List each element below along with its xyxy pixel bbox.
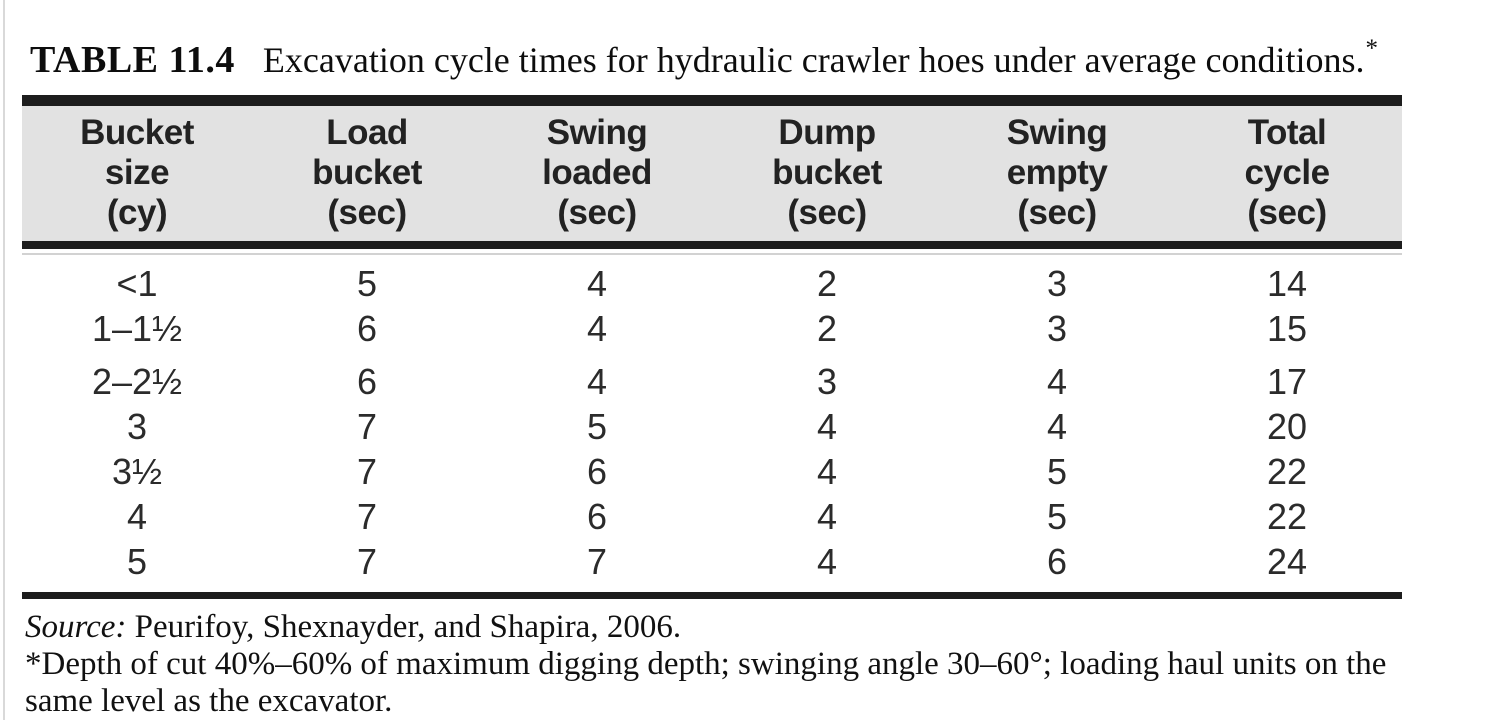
table-top-rule bbox=[22, 95, 1402, 106]
table-bottom-rule bbox=[22, 592, 1402, 599]
page-edge-artifact bbox=[3, 0, 5, 720]
data-table: Bucket size (cy) Load bucket (sec) Swing… bbox=[22, 95, 1402, 599]
header-cell-bucket-size: Bucket size (cy) bbox=[22, 113, 252, 233]
header-line: (sec) bbox=[1017, 193, 1097, 232]
table-cell: 6 bbox=[356, 361, 378, 402]
table-cell: 22 bbox=[1266, 451, 1308, 492]
table-cell: 4 bbox=[1046, 361, 1068, 402]
table-cell: 4 bbox=[816, 541, 838, 582]
table-row: 5 7 7 4 6 24 bbox=[22, 539, 1402, 584]
table-cell: 6 bbox=[586, 496, 608, 537]
source-text: Peurifoy, Shexnayder, and Shapira, 2006. bbox=[126, 609, 682, 645]
header-cell-load-bucket: Load bucket (sec) bbox=[252, 113, 482, 233]
table-cell: 2 bbox=[816, 263, 838, 304]
header-line: bucket bbox=[312, 153, 422, 192]
table-row: 4 7 6 4 5 22 bbox=[22, 494, 1402, 539]
header-line: cycle bbox=[1244, 153, 1330, 192]
table-cell: 6 bbox=[1046, 541, 1068, 582]
table-row: 2–2½ 6 4 3 4 17 bbox=[22, 359, 1402, 404]
table-cell: 5 bbox=[356, 263, 378, 304]
table-footer: Source: Peurifoy, Shexnayder, and Shapir… bbox=[25, 609, 1492, 720]
header-line: (sec) bbox=[557, 193, 637, 232]
table-cell: 5 bbox=[586, 406, 608, 447]
table-cell: 7 bbox=[356, 541, 378, 582]
table-cell: 4 bbox=[816, 406, 838, 447]
header-line: Total bbox=[1247, 113, 1327, 152]
table-cell: 4 bbox=[586, 308, 608, 349]
header-line: Load bbox=[326, 113, 408, 152]
footnote-marker: * bbox=[1365, 35, 1378, 62]
table-title-text: Excavation cycle times for hydraulic cra… bbox=[262, 40, 1365, 80]
table-cell: 4 bbox=[816, 451, 838, 492]
header-rule-gap bbox=[22, 249, 1402, 253]
table-cell: 2 bbox=[816, 308, 838, 349]
header-line: Bucket bbox=[80, 113, 194, 152]
table-cell: <1 bbox=[116, 263, 158, 304]
table-cell: 3½ bbox=[111, 451, 163, 492]
table-cell: 5 bbox=[1046, 451, 1068, 492]
header-line: (sec) bbox=[787, 193, 867, 232]
header-cell-total-cycle: Total cycle (sec) bbox=[1172, 113, 1402, 233]
table-cell: 7 bbox=[586, 541, 608, 582]
table-cell: 6 bbox=[356, 308, 378, 349]
table-cell: 14 bbox=[1266, 263, 1308, 304]
header-line: Swing bbox=[546, 113, 648, 152]
header-bottom-rule bbox=[22, 241, 1402, 249]
table-cell: 4 bbox=[586, 263, 608, 304]
table-cell: 22 bbox=[1266, 496, 1308, 537]
table-cell: 3 bbox=[816, 361, 838, 402]
footnote-line-1: *Depth of cut 40%–60% of maximum digging… bbox=[25, 646, 1387, 682]
table-cell: 24 bbox=[1266, 541, 1308, 582]
table-cell: 2–2½ bbox=[91, 361, 183, 402]
header-cell-dump-bucket: Dump bucket (sec) bbox=[712, 113, 942, 233]
table-cell: 4 bbox=[586, 361, 608, 402]
table-cell: 6 bbox=[586, 451, 608, 492]
table-cell: 4 bbox=[816, 496, 838, 537]
table-row: 3½ 7 6 4 5 22 bbox=[22, 449, 1402, 494]
table-header-row: Bucket size (cy) Load bucket (sec) Swing… bbox=[22, 106, 1402, 241]
table-cell: 7 bbox=[356, 451, 378, 492]
source-label: Source: bbox=[25, 609, 127, 645]
header-line: bucket bbox=[772, 153, 882, 192]
header-bottom-thin-rule bbox=[22, 253, 1402, 255]
table-body: <1 5 4 2 3 14 1–1½ 6 4 2 3 15 2–2½ 6 4 3… bbox=[22, 255, 1402, 592]
header-line: loaded bbox=[542, 153, 652, 192]
table-row: 3 7 5 4 4 20 bbox=[22, 404, 1402, 449]
header-line: Swing bbox=[1006, 113, 1108, 152]
header-line: (sec) bbox=[327, 193, 407, 232]
table-cell: 20 bbox=[1266, 406, 1308, 447]
table-cell: 3 bbox=[1046, 263, 1068, 304]
table-number: TABLE 11.4 bbox=[30, 39, 235, 81]
header-line: empty bbox=[1006, 153, 1108, 192]
table-row: <1 5 4 2 3 14 bbox=[22, 261, 1402, 306]
table-caption: TABLE 11.4 Excavation cycle times for hyd… bbox=[30, 26, 1492, 83]
table-cell: 7 bbox=[356, 406, 378, 447]
table-cell: 5 bbox=[1046, 496, 1068, 537]
header-line: Dump bbox=[778, 113, 876, 152]
header-line: (cy) bbox=[106, 193, 168, 232]
header-cell-swing-loaded: Swing loaded (sec) bbox=[482, 113, 712, 233]
table-cell: 4 bbox=[1046, 406, 1068, 447]
table-cell: 17 bbox=[1266, 361, 1308, 402]
source-line: Source: Peurifoy, Shexnayder, and Shapir… bbox=[25, 609, 1492, 646]
table-cell: 7 bbox=[356, 496, 378, 537]
table-cell: 4 bbox=[126, 496, 148, 537]
table-row: 1–1½ 6 4 2 3 15 bbox=[22, 306, 1402, 351]
header-line: (sec) bbox=[1247, 193, 1327, 232]
header-line: size bbox=[104, 153, 170, 192]
footnote-line-2: same level as the excavator. bbox=[25, 683, 393, 719]
table-cell: 3 bbox=[126, 406, 148, 447]
header-cell-swing-empty: Swing empty (sec) bbox=[942, 113, 1172, 233]
table-cell: 3 bbox=[1046, 308, 1068, 349]
table-cell: 1–1½ bbox=[91, 308, 183, 349]
table-cell: 5 bbox=[126, 541, 148, 582]
table-cell: 15 bbox=[1266, 308, 1308, 349]
